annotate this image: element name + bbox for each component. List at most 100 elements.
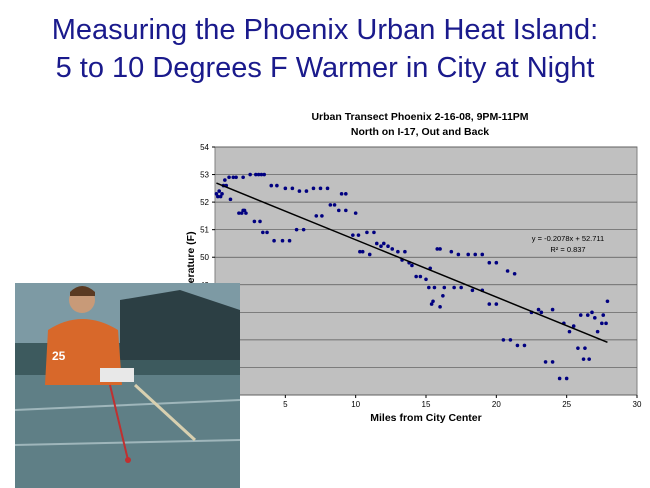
x-axis-label: Miles from City Center [370, 412, 481, 424]
data-point [410, 263, 414, 268]
chart-title: Urban Transect Phoenix 2-16-08, 9PM-11PM [311, 111, 528, 123]
data-point [311, 186, 316, 191]
data-point [581, 357, 586, 361]
data-point [339, 192, 344, 196]
data-point [297, 189, 302, 193]
data-point [449, 249, 454, 254]
data-point [269, 183, 274, 188]
x-tick-label: 5 [283, 400, 288, 409]
data-point [414, 274, 418, 279]
data-point [379, 244, 383, 248]
x-tick-label: 25 [562, 400, 571, 409]
data-point [438, 305, 442, 309]
data-point [344, 208, 348, 213]
data-point [275, 183, 279, 188]
data-point [386, 244, 390, 248]
y-tick-label: 50 [200, 253, 209, 262]
data-point [332, 203, 337, 207]
data-point [214, 192, 219, 196]
data-point [248, 172, 252, 177]
data-point [318, 186, 323, 191]
data-point [272, 238, 276, 243]
data-point [431, 299, 435, 304]
data-point [459, 285, 463, 290]
data-point [441, 294, 445, 298]
data-point [304, 189, 309, 193]
data-point [539, 310, 544, 315]
data-point [505, 269, 510, 273]
y-tick-label: 53 [200, 171, 209, 180]
trendline-equation: y = -0.2078x + 52.711 [532, 234, 604, 243]
data-point [258, 219, 262, 224]
data-point [218, 194, 223, 199]
x-tick-label: 15 [422, 400, 431, 409]
data-point [427, 285, 431, 290]
data-point [494, 302, 499, 306]
data-point [325, 186, 330, 191]
data-point [418, 274, 423, 279]
data-point [280, 238, 285, 243]
data-point [301, 227, 306, 232]
data-point [216, 194, 220, 199]
slide-title: 5 to 10 Degrees F Warmer in City at Nigh… [55, 52, 595, 84]
data-point [494, 260, 499, 265]
data-point [456, 252, 461, 257]
data-point [252, 219, 257, 224]
data-point [429, 302, 434, 306]
data-point [382, 241, 386, 246]
data-point [227, 175, 231, 180]
data-point [564, 376, 569, 381]
data-point [452, 285, 456, 290]
data-point [351, 233, 355, 237]
data-point [358, 249, 362, 254]
data-point [390, 247, 395, 251]
data-point [512, 271, 517, 276]
data-point [242, 208, 247, 213]
data-point [228, 197, 233, 202]
data-point [328, 203, 333, 207]
data-point [583, 346, 587, 350]
data-point [470, 288, 475, 293]
data-point [466, 252, 471, 257]
data-point [223, 178, 227, 182]
x-tick-label: 30 [633, 400, 642, 409]
data-point [287, 238, 292, 243]
data-point [587, 357, 591, 361]
data-point [356, 233, 361, 237]
data-point [550, 360, 555, 364]
plot-area [214, 146, 638, 396]
data-point [543, 360, 548, 364]
data-point [567, 329, 572, 334]
data-point [508, 338, 513, 342]
data-point [220, 192, 224, 196]
trendline [216, 182, 608, 343]
data-point [244, 211, 248, 215]
data-point [601, 313, 606, 317]
data-point [367, 252, 372, 257]
trendline-r2: R² = 0.837 [550, 245, 585, 254]
data-point [432, 285, 437, 290]
data-point [487, 302, 492, 306]
data-point [231, 175, 236, 180]
data-point [593, 316, 597, 320]
data-point [253, 172, 258, 177]
data-point [585, 313, 590, 317]
data-point [262, 172, 267, 177]
data-point [501, 338, 506, 342]
data-point [438, 247, 442, 251]
slide-title: Measuring the Phoenix Urban Heat Island: [51, 14, 599, 46]
data-point [571, 324, 576, 328]
data-point [522, 343, 527, 348]
data-point [239, 211, 244, 215]
data-point [590, 310, 594, 315]
data-point [294, 227, 299, 232]
data-point [595, 329, 600, 334]
data-point [265, 230, 269, 235]
data-point [600, 321, 604, 326]
data-point [261, 230, 265, 235]
data-point [241, 175, 245, 180]
data-point [256, 172, 261, 177]
data-point [550, 307, 555, 312]
chart-subtitle: North on I-17, Out and Back [351, 126, 489, 138]
